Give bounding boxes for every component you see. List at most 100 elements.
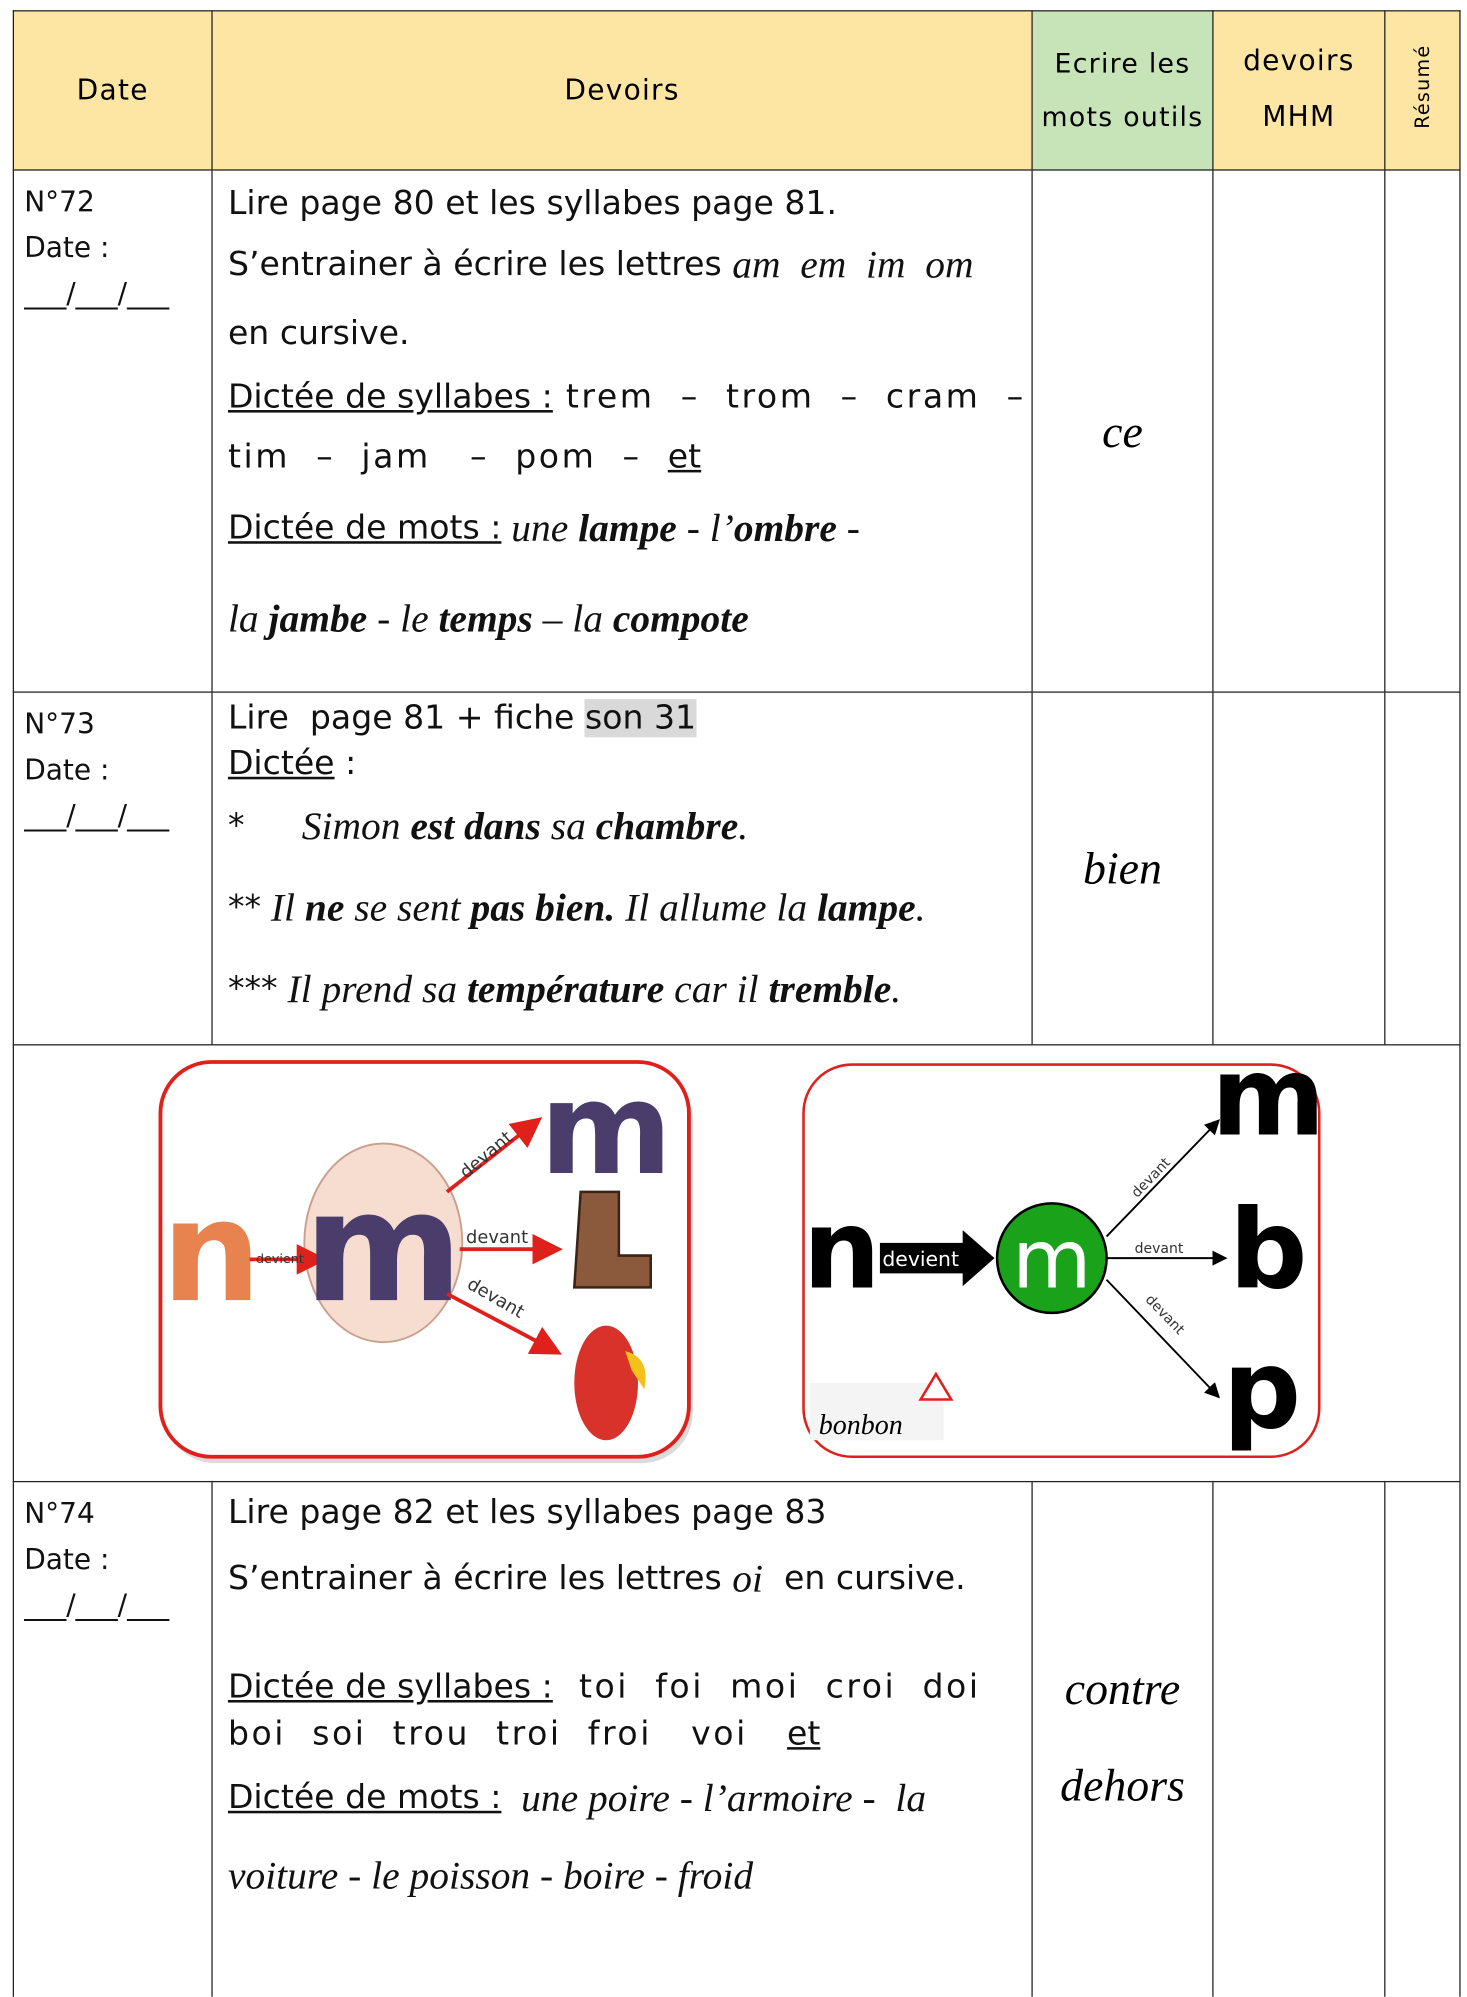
text: Dictée de mots : (227, 1778, 502, 1818)
line: Dictée de mots : une lampe - l’ ombre - (228, 486, 1032, 570)
label: devient (256, 1252, 304, 1267)
header-cell: devoirs MHM (1212, 10, 1386, 171)
line: Dictée de syllabes : trem – trom – cram … (228, 367, 1032, 428)
text: : (334, 744, 357, 784)
text: une poire - l’armoire - la (501, 1775, 927, 1820)
mhm-cell (1212, 1480, 1386, 1997)
date-label: Date : (24, 233, 110, 265)
parrot (574, 1325, 638, 1441)
text: toi foi moi croi doi (552, 1668, 981, 1707)
word: contre (1064, 1662, 1181, 1714)
text: pas bien. (470, 885, 616, 930)
header-text: Résumé (1410, 44, 1434, 129)
text: - (836, 505, 860, 551)
text: une (501, 505, 579, 551)
resume-cell (1384, 691, 1461, 1046)
text: - l’ (676, 505, 734, 551)
mots-cell: bien (1031, 691, 1214, 1046)
line: Lire page 82 et les syllabes page 83 (227, 1493, 827, 1532)
label: devient (882, 1247, 959, 1271)
date-blank: ___/___/___ (24, 800, 170, 833)
text: Dictée de syllabes : (227, 1668, 553, 1707)
text: * (227, 807, 245, 846)
text: jambe (268, 595, 368, 641)
text: ne (304, 885, 345, 930)
text: tim – jam – pom – (227, 438, 668, 477)
header-cell: Résumé (1384, 10, 1461, 171)
text: Dictée (227, 744, 335, 784)
date-cell: N°72 Date : ___/___/___ (12, 169, 213, 693)
text: boi soi trou troi froi voi (227, 1715, 788, 1754)
text: et (667, 438, 702, 477)
text: . (738, 803, 749, 849)
devoirs-cell: Lire page 82 et les syllabes page 83 S’e… (211, 1480, 1033, 1997)
mots-cell: ce (1031, 169, 1214, 693)
monster-n: n (162, 1171, 262, 1334)
date-blank: ___/___/___ (24, 1590, 170, 1623)
text: Dictée de syllabes : (227, 378, 553, 417)
text: tremble (768, 966, 892, 1012)
text: Il prend sa (277, 966, 467, 1012)
line: S’entrainer à écrire les lettres oi en c… (228, 1538, 1032, 1619)
text: Il (261, 885, 305, 930)
letter: n (803, 1185, 881, 1313)
text: trem – trom – cram – (552, 378, 1026, 417)
row: N°72 Date : ___/___/___ Lire page 80 et … (12, 169, 1461, 693)
text: ** (227, 888, 262, 928)
line: la jambe - le temps – la compote (228, 570, 1032, 667)
line: *** Il prend sa température car il tremb… (228, 950, 1032, 1029)
mots-cell: contre dehors (1031, 1480, 1214, 1997)
text: se sent (344, 885, 471, 930)
text: est dans (410, 803, 541, 849)
image-row: n devient m devant devant devant m n dev… (12, 1033, 1461, 1483)
line: * Simon est dans sa chambre. (228, 787, 1032, 866)
header-cell: Devoirs (211, 10, 1033, 171)
text: et (787, 1715, 821, 1754)
devoirs-cell: Lire page 80 et les syllabes page 81. S’… (211, 169, 1033, 693)
text: sa (540, 803, 596, 849)
line: Dictée de syllabes : toi foi moi croi do… (227, 1620, 1032, 1707)
date-cell: N°74 Date : ___/___/___ (12, 1480, 213, 1997)
text: S’entrainer à écrire les lettres (227, 245, 733, 284)
number: N°72 (24, 187, 95, 220)
text: compote (612, 595, 749, 641)
text: Dictée de mots : (227, 509, 502, 548)
text: en cursive. (763, 1559, 966, 1599)
date-blank: ___/___/___ (24, 278, 170, 311)
text: S’entrainer à écrire les lettres (227, 1559, 733, 1599)
homework-table: Date Devoirs Ecrire les mots outils devo… (12, 10, 1461, 1997)
date-cell: N°73 Date : ___/___/___ (12, 691, 213, 1046)
letter: m (1211, 1033, 1325, 1161)
text: . (891, 966, 902, 1012)
text: la (227, 595, 269, 641)
word: ce (1102, 405, 1143, 457)
text: chambre (595, 803, 739, 849)
mhm-cell (1212, 691, 1386, 1046)
header-cell: Date (12, 10, 213, 171)
line: Lire page 81 + fiche son 31 (228, 695, 1032, 741)
line: S’entrainer à écrire les lettres am em i… (228, 229, 1032, 300)
label: bonbon (819, 1410, 903, 1441)
image-cell: n devient m devant devant devant m n dev… (12, 1033, 1461, 1483)
text: oi (732, 1556, 764, 1601)
line: en cursive. (227, 314, 410, 353)
header-cell: Ecrire les mots outils (1031, 10, 1214, 171)
number: N°73 (24, 709, 95, 742)
text: *** (227, 970, 278, 1009)
image-right: n devient m devant devant devant m b p b… (802, 1033, 1325, 1459)
image-left: n devient m devant devant devant m (158, 1056, 693, 1464)
text: lampe (578, 505, 677, 551)
resume-cell (1384, 1480, 1461, 1997)
line: ** Il ne se sent pas bien. Il allume la … (228, 866, 1032, 950)
date-label: Date : (24, 1544, 110, 1577)
word: dehors (1060, 1759, 1185, 1811)
text: ombre (733, 505, 837, 551)
devoirs-cell: Lire page 81 + fiche son 31 Dictée : * Si… (211, 691, 1033, 1046)
line: tim – jam – pom – et (228, 428, 1032, 487)
text: car il (664, 966, 769, 1012)
text: am em im om (732, 241, 974, 287)
label: devant (466, 1227, 528, 1248)
text: Lire page 81 + fiche (227, 699, 585, 738)
